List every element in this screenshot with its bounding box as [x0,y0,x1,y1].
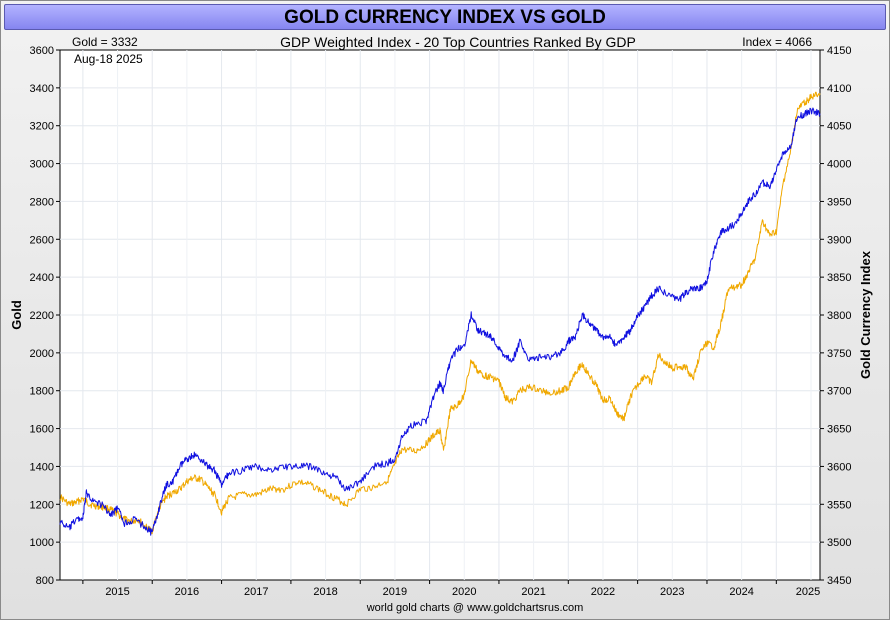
y-axis-left-title: Gold [9,300,24,330]
y-left-tick-label: 2400 [30,272,54,284]
chart-subtitle: GDP Weighted Index - 20 Top Countries Ra… [280,34,636,50]
x-tick-label: 2022 [591,586,615,598]
x-tick-label: 2023 [660,586,684,598]
x-tick-label: 2019 [383,586,407,598]
y-left-tick-label: 1800 [30,386,54,398]
x-tick-label: 2021 [521,586,545,598]
y-left-tick-label: 2000 [30,348,54,360]
x-tick-label: 2015 [105,586,129,598]
y-left-tick-label: 1600 [30,424,54,436]
x-tick-label: 2025 [796,586,820,598]
chart-credit: world gold charts @ www.goldchartsrus.co… [366,602,584,614]
gold-readout: Gold = 3332 [72,35,138,49]
y-right-tick-label: 4100 [827,83,851,95]
x-tick-label: 2024 [729,586,753,598]
y-left-tick-label: 1000 [30,537,54,549]
y-right-tick-label: 4000 [827,159,851,171]
y-right-tick-label: 4050 [827,121,851,133]
y-axis-left: 800 1000 1200 1400 1600 1800 2000 2200 2400 2600 2… [30,45,60,587]
y-right-tick-label: 3450 [827,575,851,587]
y-left-tick-label: 1200 [30,499,54,511]
index-series-line [59,107,821,536]
x-tick-label: 2016 [175,586,199,598]
y-left-tick-label: 3000 [30,159,54,171]
date-label: Aug-18 2025 [74,52,143,66]
y-left-tick-label: 800 [36,575,54,587]
y-left-tick-label: 3600 [30,45,54,57]
y-right-tick-label: 3700 [827,386,851,398]
x-tick-label: 2020 [452,586,476,598]
y-left-tick-label: 2200 [30,310,54,322]
gold-series-line [59,91,821,535]
y-left-tick-label: 1400 [30,461,54,473]
x-tick-label: 2017 [244,586,268,598]
y-right-tick-label: 3550 [827,499,851,511]
chart-title: GOLD CURRENCY INDEX VS GOLD [4,4,886,30]
y-right-tick-label: 3850 [827,272,851,284]
y-right-tick-label: 3650 [827,424,851,436]
y-axis-right-title: Gold Currency Index [858,250,873,379]
y-left-tick-label: 2800 [30,196,54,208]
y-right-tick-label: 3750 [827,348,851,360]
x-axis: 2015 2016 2017 2018 2019 2020 2021 2022 2023 2024… [82,580,820,598]
y-right-tick-label: 3800 [827,310,851,322]
grid-lines [60,50,820,580]
y-left-tick-label: 2600 [30,234,54,246]
y-right-tick-label: 3950 [827,196,851,208]
series-lines [59,91,821,536]
y-right-tick-label: 3500 [827,537,851,549]
x-tick-label: 2018 [313,586,337,598]
y-right-tick-label: 3900 [827,234,851,246]
y-right-tick-label: 4150 [827,45,851,57]
index-readout: Index = 4066 [742,35,812,49]
y-left-tick-label: 3400 [30,83,54,95]
y-right-tick-label: 3600 [827,461,851,473]
y-left-tick-label: 3200 [30,121,54,133]
y-axis-right: 3450 3500 3550 3600 3650 3700 3750 3800 3850 3900… [820,45,851,587]
